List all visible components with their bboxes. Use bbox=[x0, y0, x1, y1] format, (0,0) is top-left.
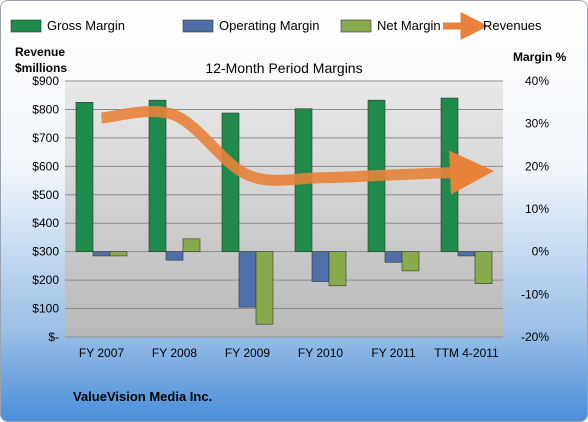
legend-item: Revenues bbox=[443, 12, 542, 40]
operating-margin-bar bbox=[311, 251, 330, 282]
category-label: FY 2007 bbox=[79, 346, 124, 360]
gridlines bbox=[65, 80, 503, 338]
left-axis-title-line1: Revenue bbox=[15, 45, 65, 59]
plot-area bbox=[65, 81, 503, 337]
revenue-line-group bbox=[100, 106, 494, 195]
right-tick-label: -20% bbox=[521, 330, 549, 344]
left-axis: $- $100 $200 $300 $400 $500 $600 $700 $800 $900 bbox=[32, 74, 59, 344]
operating-margin-bar bbox=[92, 251, 111, 257]
gross-margin-bar bbox=[75, 102, 94, 252]
legend-swatch bbox=[340, 19, 372, 33]
left-tick-label: $600 bbox=[32, 159, 59, 173]
left-tick-label: $500 bbox=[32, 188, 59, 202]
category-label: FY 2009 bbox=[225, 346, 270, 360]
right-tick-label: 40% bbox=[525, 74, 549, 88]
category-label: TTM 4-2011 bbox=[434, 346, 499, 360]
gross-margin-bar bbox=[221, 112, 240, 252]
right-tick-label: 0% bbox=[532, 245, 550, 259]
category-label: FY 2008 bbox=[152, 346, 197, 360]
category-label: FY 2011 bbox=[371, 346, 416, 360]
legend-swatch bbox=[10, 19, 42, 33]
left-tick-label: $900 bbox=[32, 74, 59, 88]
x-axis: FY 2007 FY 2008 FY 2009 FY 2010 FY 2011 TTM 4… bbox=[79, 346, 499, 360]
net-margin-bar bbox=[401, 251, 420, 272]
revenues-line bbox=[100, 106, 494, 195]
legend-label: Net Margin bbox=[377, 18, 441, 33]
legend-label: Operating Margin bbox=[219, 18, 319, 33]
company-name: ValueVision Media Inc. bbox=[73, 389, 212, 404]
left-tick-label: $200 bbox=[32, 273, 59, 287]
right-axis: -20% -10% 0% 10% 20% 30% 40% bbox=[521, 74, 549, 344]
net-margin-bar bbox=[182, 238, 201, 252]
net-margin-bar bbox=[109, 251, 128, 257]
left-tick-label: $400 bbox=[32, 216, 59, 230]
category-label: FY 2010 bbox=[298, 346, 343, 360]
legend-label: Revenues bbox=[483, 18, 542, 33]
right-tick-label: 20% bbox=[525, 159, 549, 173]
right-tick-label: 30% bbox=[525, 117, 549, 131]
operating-margin-bar bbox=[238, 251, 257, 308]
legend-swatch bbox=[182, 19, 214, 33]
left-tick-label: $700 bbox=[32, 131, 59, 145]
operating-margin-bar bbox=[165, 251, 184, 261]
left-tick-label: $- bbox=[48, 330, 59, 344]
net-margin-bar bbox=[474, 251, 493, 284]
net-margin-bar bbox=[255, 251, 274, 325]
legend-item: Gross Margin bbox=[10, 18, 125, 33]
left-tick-label: $100 bbox=[32, 302, 59, 316]
operating-margin-bar bbox=[384, 251, 403, 263]
operating-margin-bar bbox=[457, 251, 476, 257]
gross-margin-bar bbox=[148, 99, 167, 252]
left-axis-title-line2: $millions bbox=[15, 61, 67, 75]
right-tick-label: -10% bbox=[521, 287, 549, 301]
right-tick-label: 10% bbox=[525, 202, 549, 216]
right-axis-title: Margin % bbox=[513, 50, 567, 64]
left-tick-label: $800 bbox=[32, 102, 59, 116]
chart-title: 12-Month Period Margins bbox=[205, 60, 362, 76]
legend-item: Operating Margin bbox=[182, 18, 319, 33]
legend-item: Net Margin bbox=[340, 18, 441, 33]
legend: Gross Margin Operating Margin Net Margin Re… bbox=[10, 12, 542, 40]
legend-label: Gross Margin bbox=[47, 18, 125, 33]
net-margin-bar bbox=[328, 251, 347, 287]
left-tick-label: $300 bbox=[32, 245, 59, 259]
